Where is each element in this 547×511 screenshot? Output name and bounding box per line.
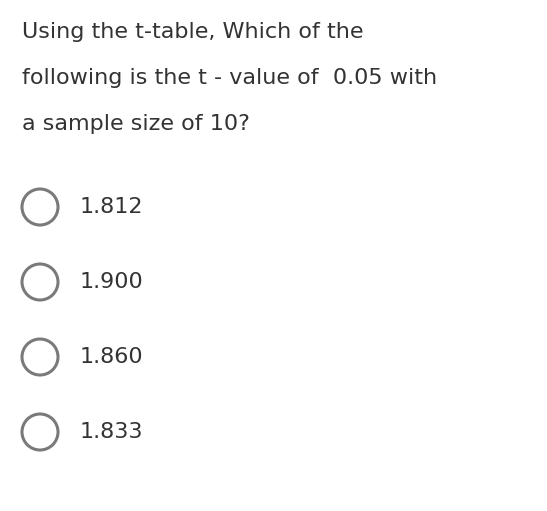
Text: 1.860: 1.860	[80, 347, 144, 367]
Text: 1.900: 1.900	[80, 272, 144, 292]
Text: 1.833: 1.833	[80, 422, 143, 442]
Text: a sample size of 10?: a sample size of 10?	[22, 114, 250, 134]
Text: Using the t-table, Which of the: Using the t-table, Which of the	[22, 22, 364, 42]
Text: following is the t - value of  0.05 with: following is the t - value of 0.05 with	[22, 68, 437, 88]
Text: 1.812: 1.812	[80, 197, 143, 217]
